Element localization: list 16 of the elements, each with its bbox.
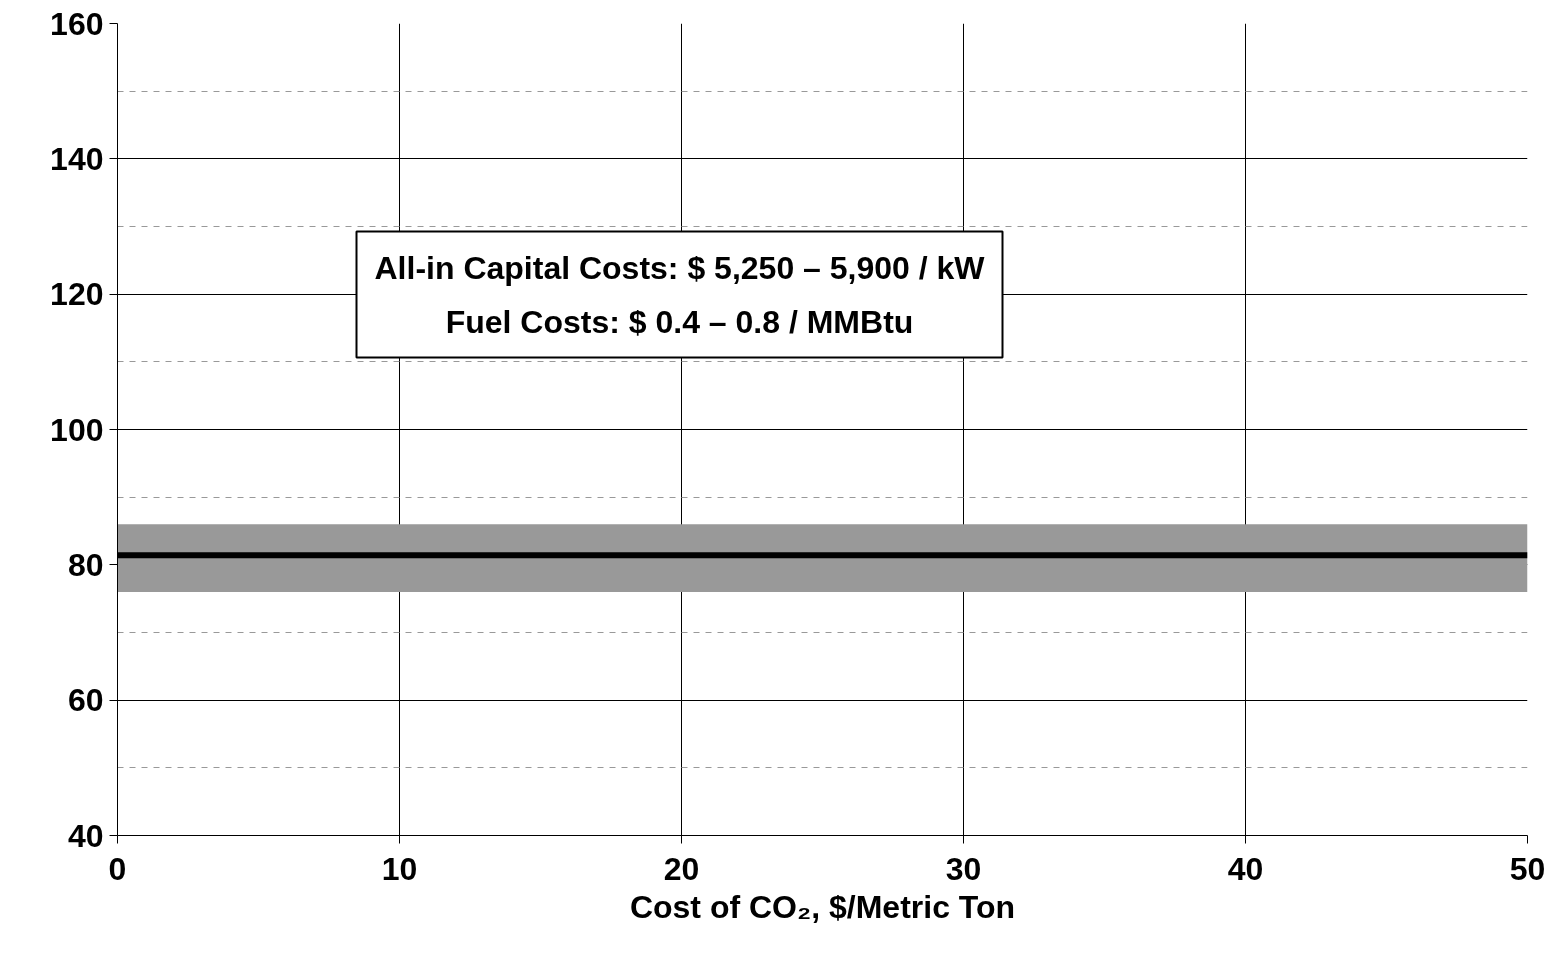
y-tick-label: 40 bbox=[67, 817, 104, 854]
x-tick-label: 50 bbox=[1509, 850, 1546, 887]
x-tick-label: 20 bbox=[663, 850, 700, 887]
y-tick-label: 60 bbox=[67, 682, 104, 719]
y-tick-label: 100 bbox=[50, 411, 104, 448]
annotation: Fuel Costs: $ 0.4 – 0.8 / MMBtu bbox=[445, 303, 914, 340]
x-tick-label: 30 bbox=[945, 850, 982, 887]
y-tick-label: 140 bbox=[50, 140, 104, 177]
y-tick-label: 120 bbox=[50, 276, 104, 313]
x-tick-label: 0 bbox=[108, 850, 127, 887]
x-tick-label: 40 bbox=[1227, 850, 1264, 887]
x-tick-label: 10 bbox=[381, 850, 418, 887]
y-tick-label: 160 bbox=[50, 5, 104, 42]
y-tick-label: 80 bbox=[67, 546, 104, 583]
annotation: All-in Capital Costs: $ 5,250 – 5,900 / kW bbox=[374, 249, 986, 286]
x-axis-title: Cost of CO₂, $/Metric Ton bbox=[629, 888, 1016, 925]
